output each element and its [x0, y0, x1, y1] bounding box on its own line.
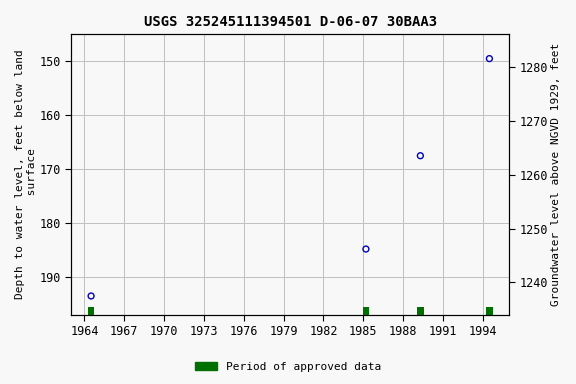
Bar [88, 307, 94, 315]
Y-axis label: Groundwater level above NGVD 1929, feet: Groundwater level above NGVD 1929, feet [551, 43, 561, 306]
Point [416, 153, 425, 159]
Bar [486, 307, 492, 315]
Bar [417, 307, 424, 315]
Title: USGS 325245111394501 D-06-07 30BAA3: USGS 325245111394501 D-06-07 30BAA3 [143, 15, 437, 29]
Point [361, 246, 370, 252]
Y-axis label: Depth to water level, feet below land
 surface: Depth to water level, feet below land su… [15, 50, 37, 300]
Bar [363, 307, 369, 315]
Point [86, 293, 96, 299]
Point [485, 56, 494, 62]
Legend: Period of approved data: Period of approved data [191, 358, 385, 377]
